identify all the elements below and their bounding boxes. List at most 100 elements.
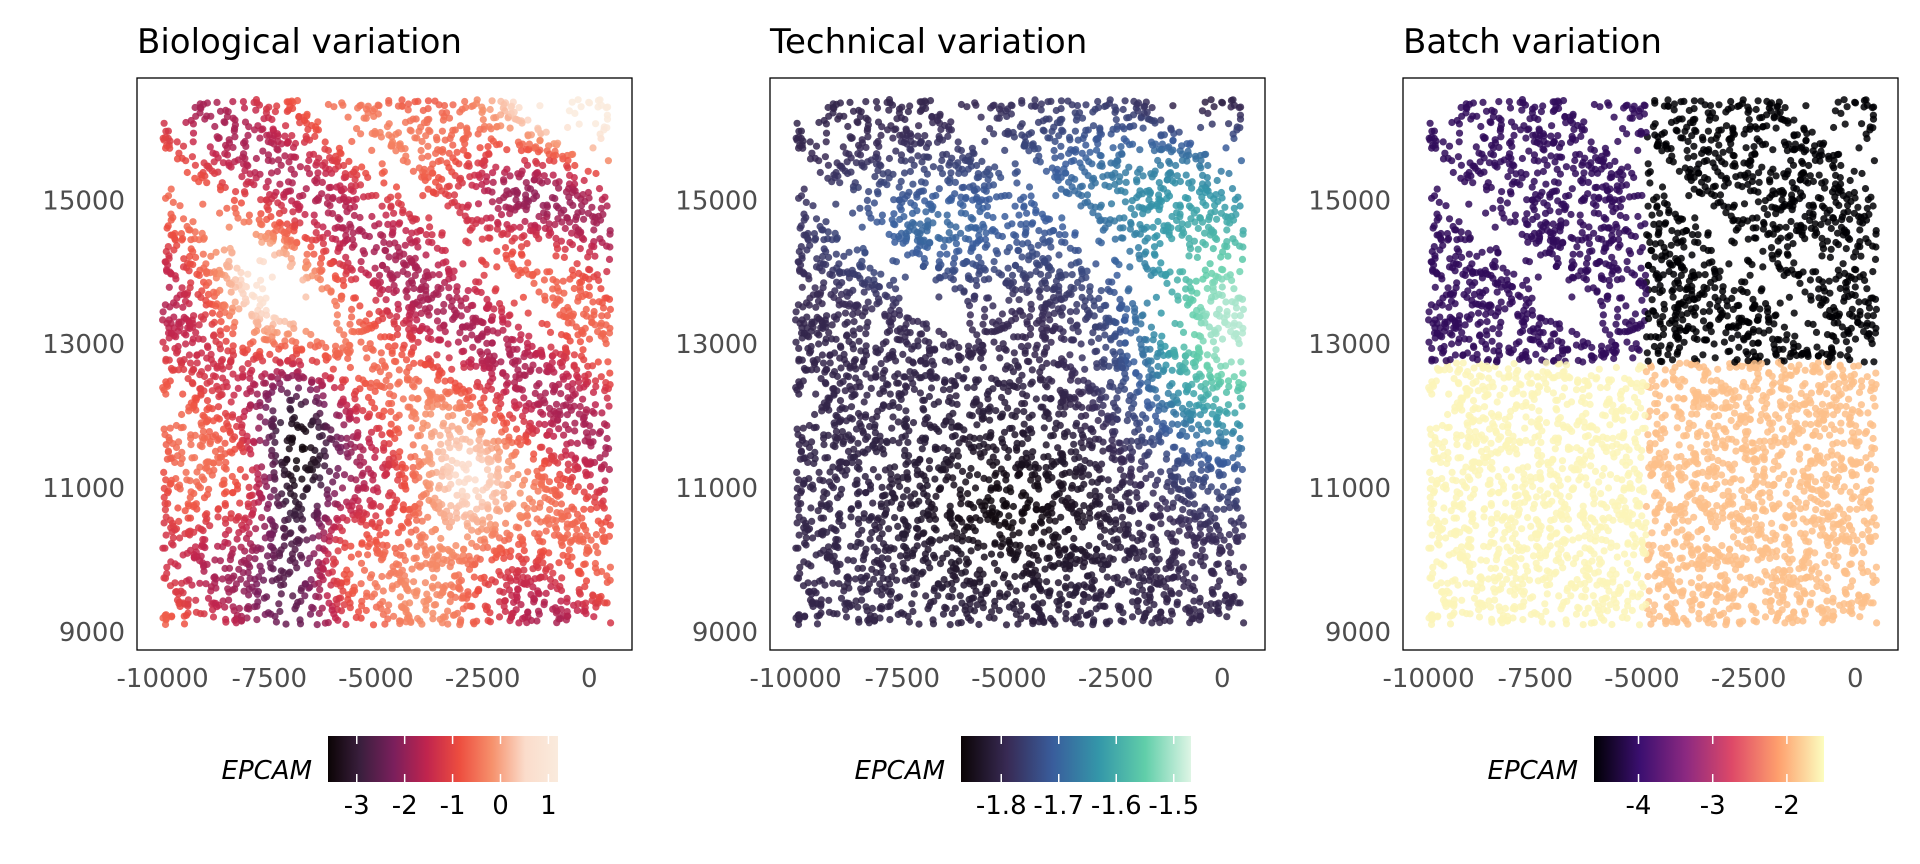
data-point	[518, 386, 527, 394]
data-point	[564, 164, 572, 172]
data-point	[286, 568, 294, 576]
data-point	[436, 336, 444, 344]
data-point	[192, 596, 200, 604]
data-point	[510, 299, 518, 307]
data-point	[392, 147, 400, 155]
data-point	[287, 490, 295, 498]
data-point	[429, 363, 437, 372]
data-point	[188, 581, 196, 589]
data-point	[469, 393, 477, 401]
data-point	[207, 112, 215, 120]
data-point	[246, 385, 254, 393]
data-point	[161, 574, 170, 582]
data-point	[213, 133, 221, 141]
data-point	[385, 120, 393, 128]
y-tick-label: 9000	[59, 618, 125, 648]
data-point	[1225, 542, 1233, 551]
data-point	[413, 516, 421, 524]
data-point	[356, 302, 364, 310]
data-point	[560, 306, 568, 315]
data-point	[439, 448, 447, 456]
data-point	[346, 320, 354, 328]
data-point	[571, 419, 579, 427]
data-point	[545, 549, 553, 557]
data-point	[230, 572, 238, 580]
data-point	[236, 499, 244, 507]
data-point	[598, 299, 606, 307]
data-point	[259, 299, 267, 307]
data-point	[939, 386, 948, 394]
data-point	[396, 551, 404, 559]
data-point	[571, 466, 579, 474]
data-point	[322, 169, 330, 178]
data-point	[451, 593, 459, 602]
data-point	[504, 505, 512, 513]
x-tick-label: -5000	[338, 664, 414, 694]
data-point	[414, 243, 422, 251]
data-point	[588, 318, 596, 326]
data-point	[178, 579, 186, 587]
data-point	[421, 533, 429, 541]
data-point	[169, 198, 177, 206]
data-point	[266, 516, 274, 524]
data-point	[297, 551, 305, 559]
data-point	[276, 607, 284, 616]
data-point	[435, 271, 443, 279]
data-point	[424, 97, 432, 105]
data-point	[401, 482, 409, 490]
data-point	[322, 557, 330, 565]
data-point	[1010, 349, 1018, 357]
data-point	[1204, 427, 1212, 435]
data-point	[429, 609, 437, 617]
data-point	[545, 478, 554, 486]
data-point	[492, 453, 500, 461]
data-point	[185, 576, 193, 584]
chart-svg: -10000 -7500 -5000 -2500 0900011000130001500…	[675, 77, 1266, 821]
data-point	[398, 102, 406, 110]
data-point	[276, 419, 285, 427]
data-point	[461, 134, 469, 142]
data-point	[527, 591, 535, 599]
data-point	[539, 410, 547, 418]
data-point	[210, 288, 218, 296]
data-point	[410, 383, 418, 391]
data-point	[560, 431, 568, 439]
data-point	[490, 305, 498, 313]
data-point	[207, 252, 215, 260]
data-point	[592, 383, 600, 391]
data-point	[344, 595, 352, 604]
data-point	[588, 242, 596, 250]
data-point	[208, 320, 216, 328]
data-point	[569, 310, 578, 318]
data-point	[930, 551, 938, 559]
data-point	[173, 483, 181, 491]
data-point	[227, 510, 235, 518]
data-point	[953, 529, 961, 537]
data-point	[1229, 454, 1237, 462]
data-point	[268, 423, 276, 431]
data-point	[203, 268, 211, 276]
data-point	[485, 123, 493, 131]
data-point	[167, 558, 175, 566]
data-point	[534, 400, 542, 408]
data-point	[517, 170, 525, 178]
chart-svg: -10000 -7500 -5000 -2500 0900011000130001500…	[42, 77, 633, 821]
data-point	[219, 425, 228, 433]
data-point	[1125, 498, 1133, 506]
data-point	[503, 221, 511, 229]
data-point	[356, 102, 364, 110]
data-point	[598, 312, 606, 320]
data-point	[265, 103, 273, 111]
data-point	[1225, 383, 1233, 391]
data-point	[235, 305, 243, 313]
data-point	[492, 285, 500, 293]
data-point	[240, 218, 248, 226]
data-point	[353, 125, 361, 133]
data-point	[1107, 200, 1116, 208]
data-point	[540, 601, 548, 609]
data-point	[517, 555, 526, 563]
data-point	[459, 260, 467, 268]
data-point	[258, 514, 266, 522]
data-point	[234, 374, 242, 382]
data-point	[163, 563, 171, 571]
